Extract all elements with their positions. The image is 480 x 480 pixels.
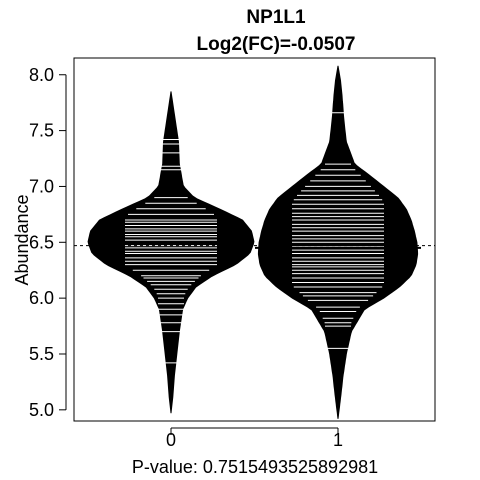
x-tick-label-0: 0 [166,430,176,450]
y-axis: 5.0 5.5 6.0 6.5 7.0 7.5 8.0 [29,65,67,420]
x-tick-label-1: 1 [333,430,343,450]
x-axis-label: P-value: 0.7515493525892981 [132,457,378,477]
y-axis-label: Abundance [12,194,32,285]
y-tick-label-5: 7.5 [29,121,54,141]
y-tick-label-2: 6.0 [29,288,54,308]
chart-title: NP1L1 [246,7,306,28]
beans-layer [87,65,421,419]
y-tick-label-3: 6.5 [29,232,54,252]
y-tick-label-1: 5.5 [29,344,54,364]
y-tick-label-6: 8.0 [29,65,54,85]
y-tick-label-0: 5.0 [29,400,54,420]
bean-group-0 [87,91,255,414]
chart-subtitle: Log2(FC)=-0.0507 [197,34,356,55]
bean-shape-0 [87,91,255,414]
bean-group-1 [255,65,421,419]
plot-frame [73,57,436,422]
y-tick-label-4: 7.0 [29,176,54,196]
